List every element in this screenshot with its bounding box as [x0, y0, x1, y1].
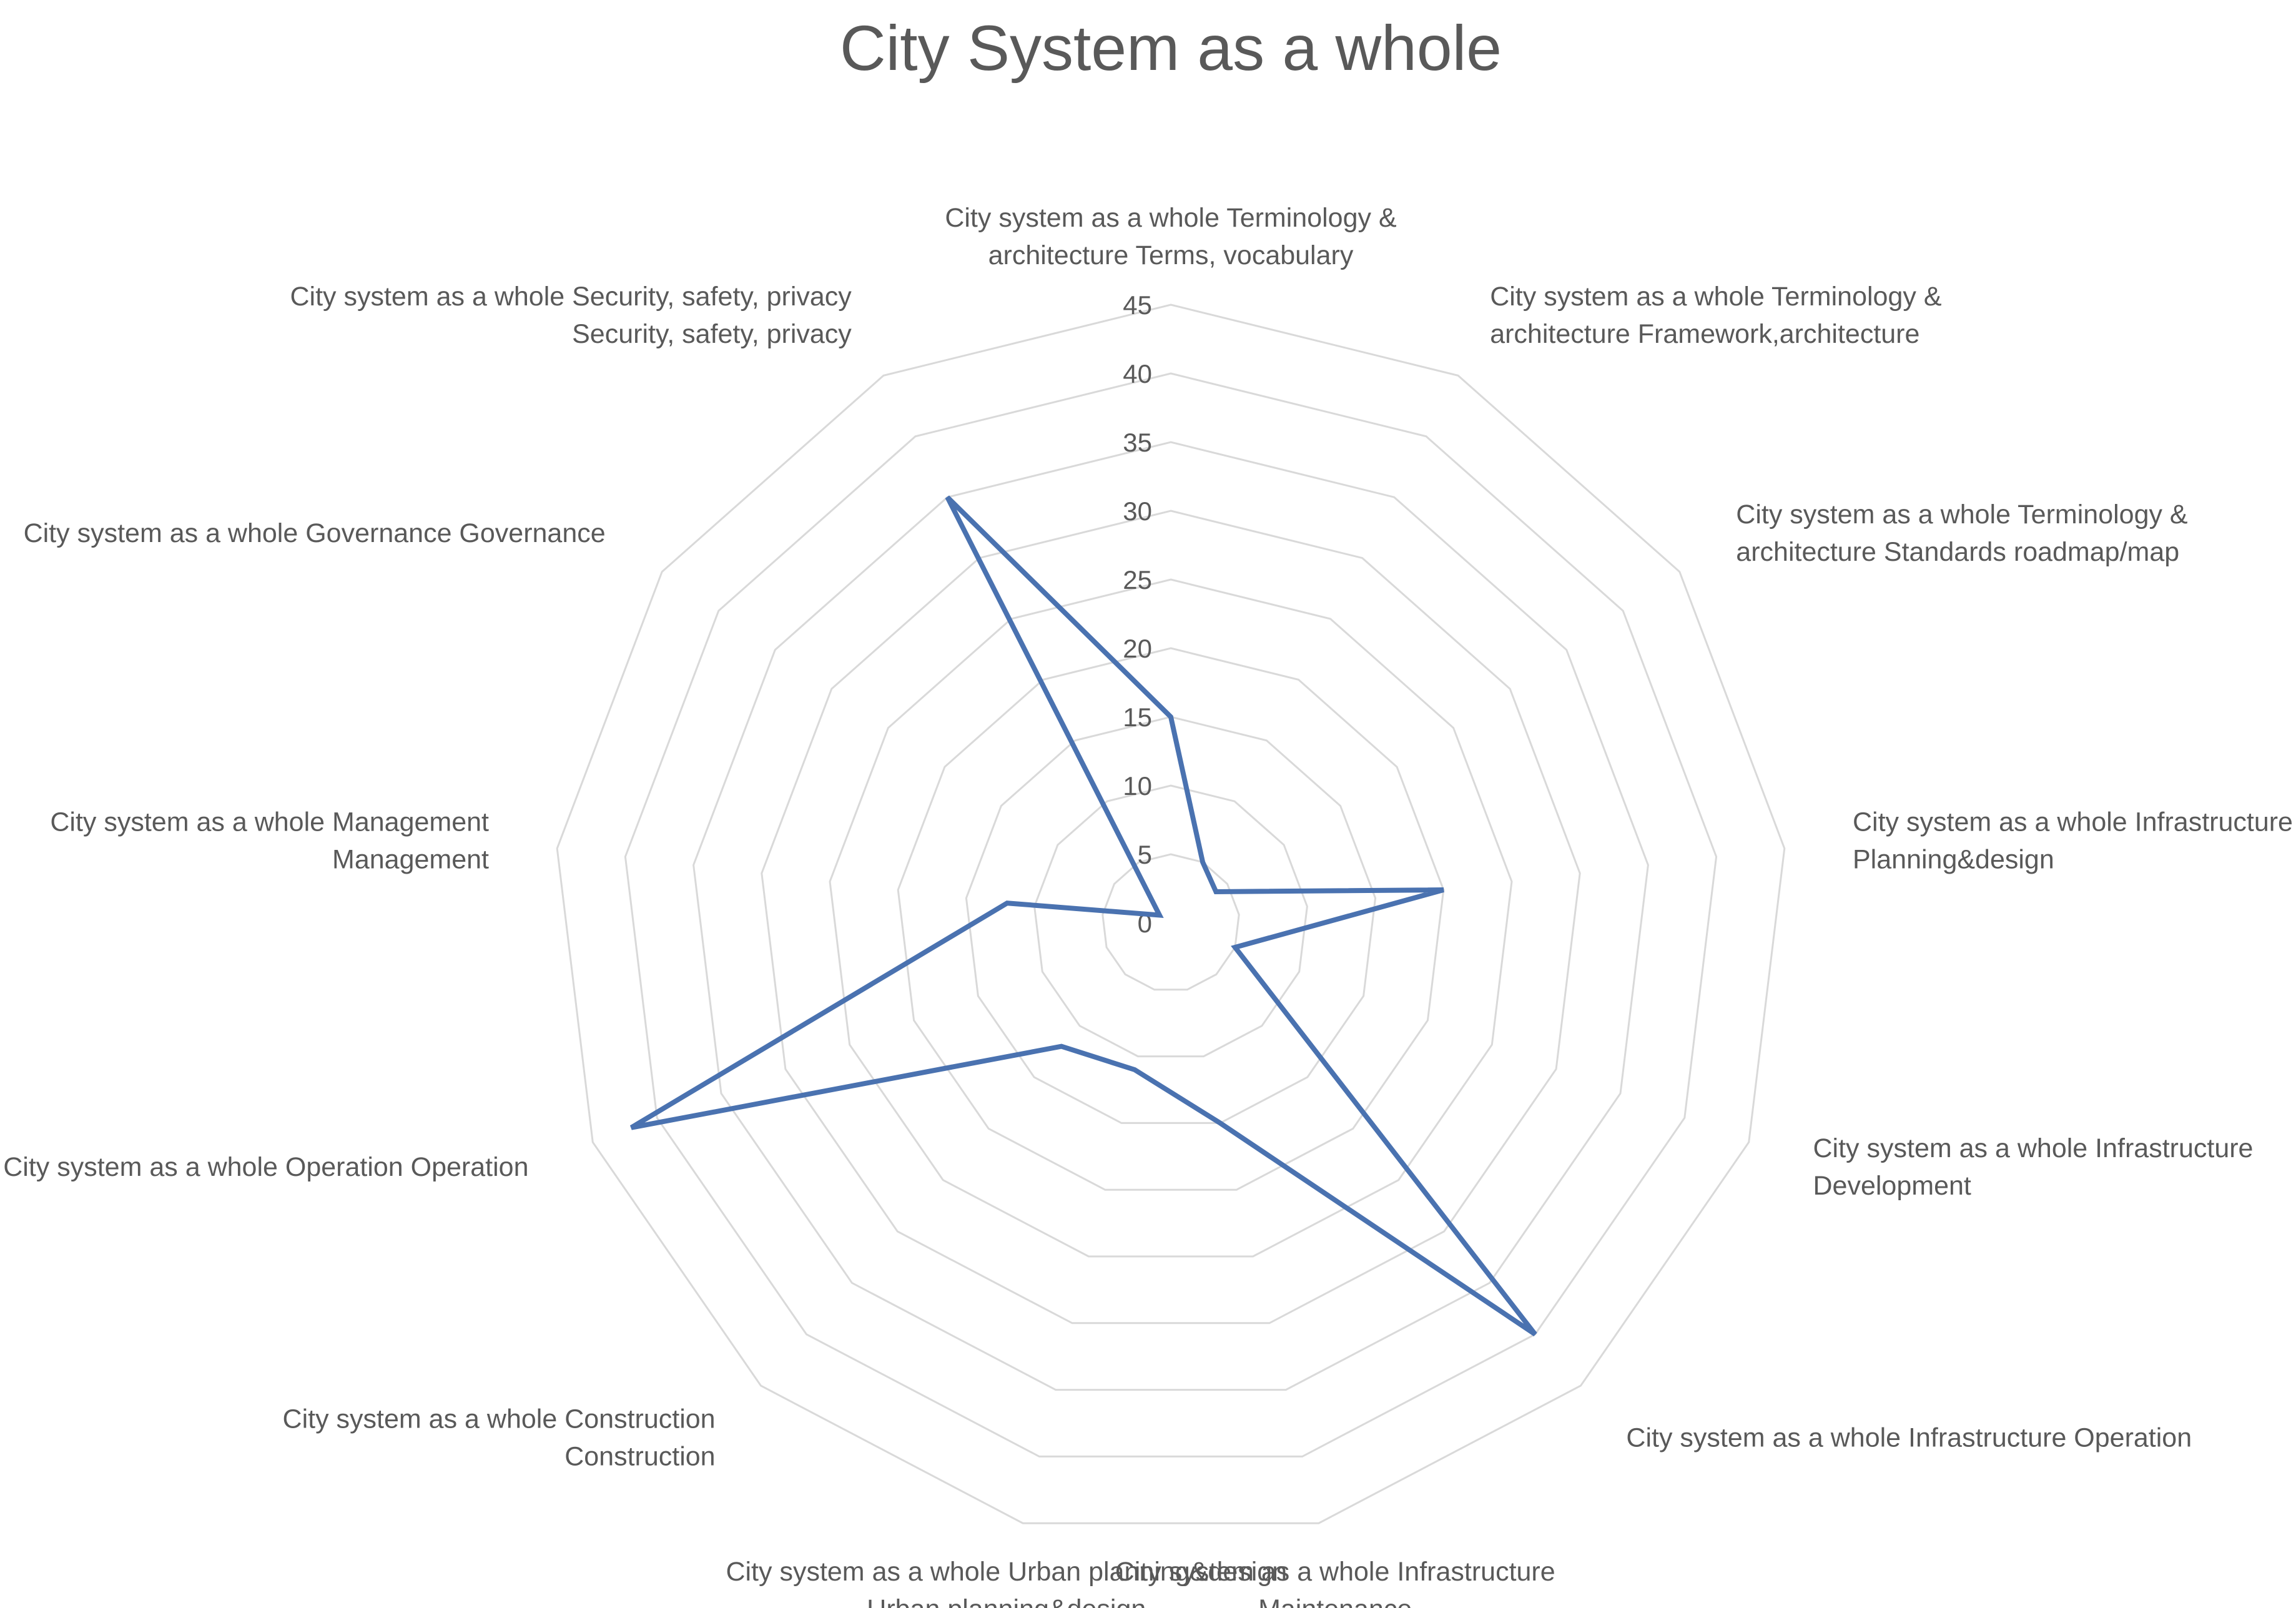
tick-label: 40: [1123, 359, 1152, 388]
tick-label: 30: [1123, 496, 1152, 526]
grid-ring-45: [556, 303, 1786, 1524]
category-label-1: City system as a whole Terminology & arch…: [1490, 282, 1942, 349]
grid-ring-40: [624, 372, 1718, 1458]
grid-ring-5: [1101, 853, 1240, 991]
category-label-line: Management: [332, 844, 489, 874]
category-label-line: Security, safety, privacy: [572, 319, 852, 349]
category-label-line: City system as a whole Infrastructure: [1853, 807, 2293, 837]
grid-ring-15: [965, 716, 1377, 1124]
category-label-line: City system as a whole Operation Operati…: [3, 1152, 528, 1182]
category-label-line: architecture Framework,architecture: [1490, 319, 1919, 349]
category-label-11: City system as a whole Governance Govern…: [24, 518, 606, 548]
tick-label: 25: [1123, 565, 1152, 594]
tick-label: 20: [1123, 634, 1152, 663]
tick-label: 10: [1123, 771, 1152, 801]
tick-label: 15: [1123, 703, 1152, 732]
category-labels: City system as a whole Terminology & arch…: [3, 203, 2293, 1608]
category-label-line: Planning&design: [1853, 844, 2054, 874]
category-label-6: City system as a whole Infrastructure Mai…: [1115, 1557, 1555, 1608]
grid-ring-20: [897, 647, 1445, 1191]
tick-label: 35: [1123, 428, 1152, 457]
category-label-line: Urban planning&design: [867, 1594, 1146, 1608]
category-label-line: Maintenance: [1258, 1594, 1412, 1608]
category-label-line: architecture Standards roadmap/map: [1736, 537, 2179, 567]
category-label-line: City system as a whole Management: [50, 807, 489, 837]
category-label-12: City system as a whole Security, safety,…: [290, 282, 852, 349]
category-label-line: City system as a whole Terminology &: [1736, 500, 2188, 530]
category-label-8: City system as a whole Construction Const…: [283, 1404, 716, 1471]
category-label-3: City system as a whole Infrastructure Pla…: [1853, 807, 2293, 874]
radar-grid: [556, 303, 1786, 1524]
category-label-line: City system as a whole Construction: [283, 1404, 716, 1434]
data-series: [629, 495, 1537, 1337]
category-label-line: Construction: [564, 1441, 715, 1471]
series-line: [629, 495, 1537, 1337]
category-label-5: City system as a whole Infrastructure Op…: [1626, 1423, 2192, 1453]
grid-ring-30: [761, 510, 1581, 1324]
grid-ring-35: [692, 441, 1649, 1391]
category-label-line: City system as a whole Terminology &: [945, 203, 1397, 233]
category-label-line: City system as a whole Governance Govern…: [24, 518, 606, 548]
category-label-line: City system as a whole Security, safety,…: [290, 282, 852, 312]
category-label-line: Development: [1813, 1171, 1971, 1201]
category-label-line: City system as a whole Infrastructure: [1813, 1133, 2254, 1163]
category-label-7: City system as a whole Urban planning&de…: [726, 1557, 1287, 1608]
tick-label: 45: [1123, 290, 1152, 320]
category-label-line: City system as a whole Urban planning&de…: [726, 1557, 1287, 1587]
category-label-10: City system as a whole Management Managem…: [50, 807, 489, 874]
category-label-line: City system as a whole Terminology &: [1490, 282, 1942, 312]
tick-label: 5: [1138, 840, 1152, 869]
category-label-2: City system as a whole Terminology & arch…: [1736, 500, 2188, 567]
category-label-line: City system as a whole Infrastructure Op…: [1626, 1423, 2192, 1453]
category-label-0: City system as a whole Terminology & arch…: [945, 203, 1397, 270]
category-label-line: City system as a whole Infrastructure: [1115, 1557, 1555, 1587]
chart-title: City System as a whole: [840, 12, 1502, 84]
grid-ring-10: [1033, 784, 1308, 1058]
grid-ring-25: [829, 578, 1513, 1258]
category-label-9: City system as a whole Operation Operati…: [3, 1152, 528, 1182]
category-label-line: architecture Terms, vocabulary: [988, 240, 1354, 270]
category-label-4: City system as a whole Infrastructure Dev…: [1813, 1133, 2254, 1201]
